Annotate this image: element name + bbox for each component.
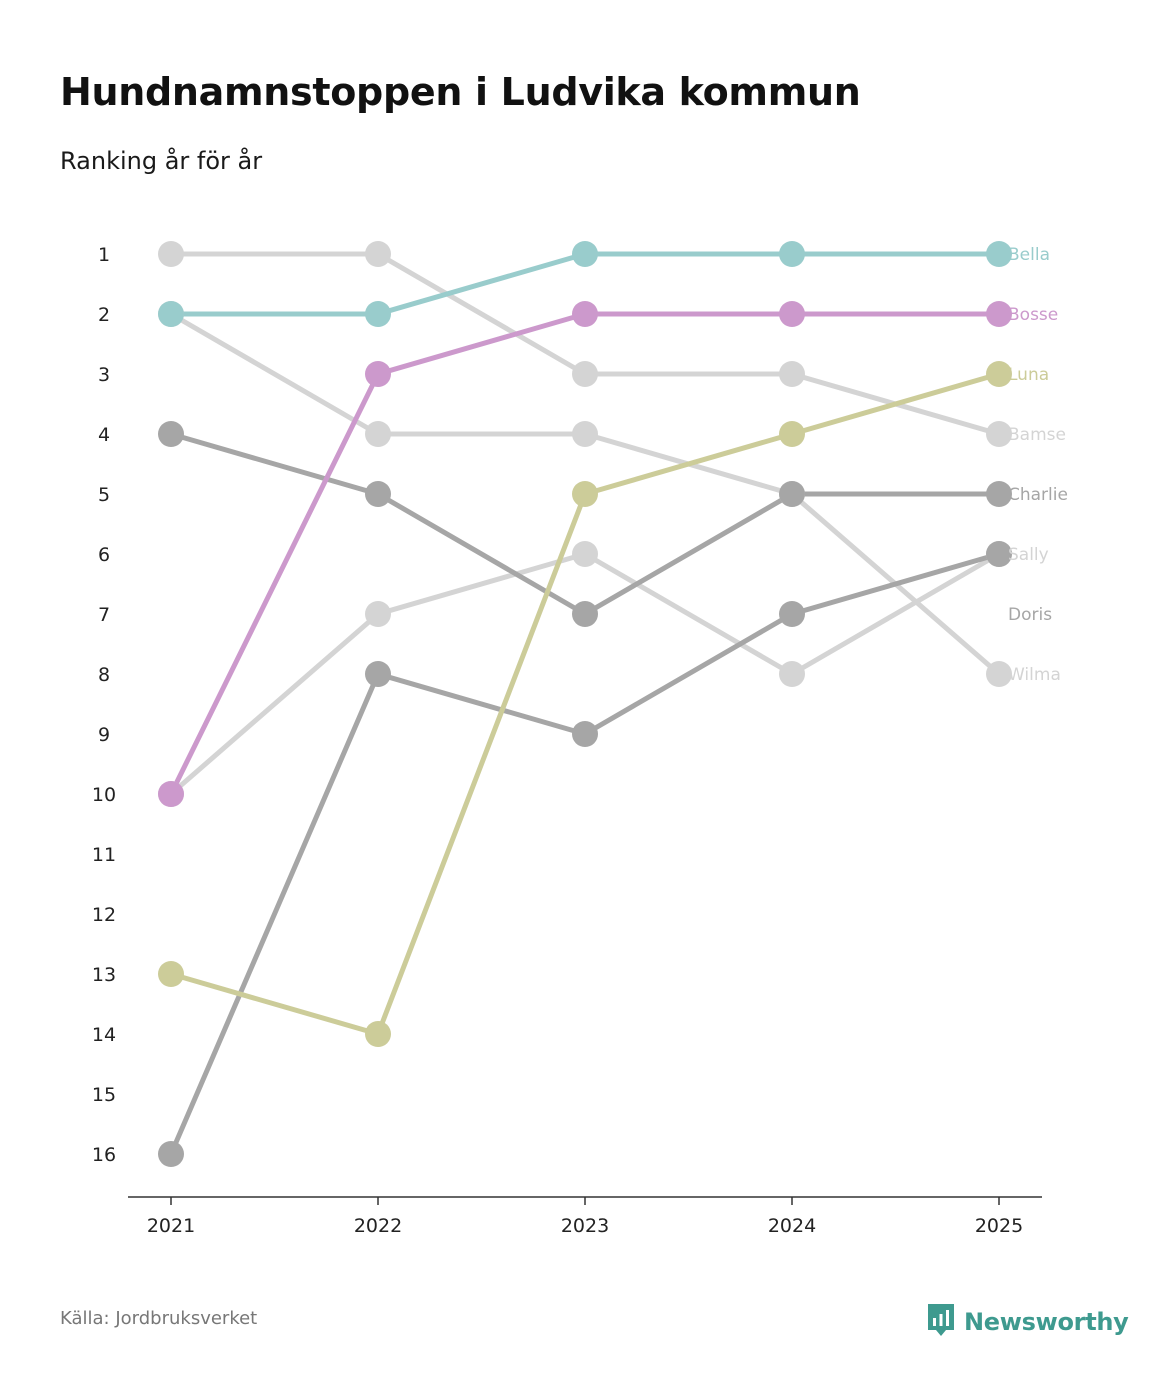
y-tick-label: 13 — [92, 964, 116, 986]
point-bamse-2022 — [365, 241, 391, 267]
y-tick-label: 7 — [98, 604, 110, 626]
newsworthy-logo-icon — [926, 1302, 956, 1342]
brand: Newsworthy — [926, 1302, 1129, 1342]
series-line-doris — [168, 551, 1002, 1157]
y-tick-label: 14 — [92, 1024, 116, 1046]
x-tick-label: 2024 — [768, 1215, 816, 1237]
chart-title: Hundnamnstoppen i Ludvika kommun — [60, 70, 861, 114]
end-label-luna: Luna — [1008, 365, 1049, 385]
y-tick-label: 11 — [92, 844, 116, 866]
x-tick-label: 2023 — [561, 1215, 609, 1237]
point-sally-2024 — [779, 661, 805, 687]
end-label-wilma: Wilma — [1008, 665, 1061, 685]
point-luna-2025 — [986, 361, 1012, 387]
point-wilma-2023 — [572, 421, 598, 447]
point-doris-2022 — [365, 661, 391, 687]
point-doris-2023 — [572, 721, 598, 747]
point-wilma-2025 — [986, 661, 1012, 687]
y-tick-label: 3 — [98, 364, 110, 386]
point-luna-2024 — [779, 421, 805, 447]
point-luna-2022 — [365, 1021, 391, 1047]
point-charlie-2025 — [986, 481, 1012, 507]
end-label-doris: Doris — [1008, 605, 1052, 625]
point-charlie-2024 — [779, 481, 805, 507]
point-sally-2022 — [365, 601, 391, 627]
point-bosse-2024 — [779, 301, 805, 327]
series-line-bamse — [168, 251, 1002, 437]
y-tick-label: 16 — [92, 1144, 116, 1166]
brand-label: Newsworthy — [964, 1308, 1129, 1336]
point-bella-2023 — [572, 241, 598, 267]
y-tick-label: 15 — [92, 1084, 116, 1106]
series-points — [158, 241, 1012, 1167]
point-charlie-2022 — [365, 481, 391, 507]
point-bella-2024 — [779, 241, 805, 267]
series-end-labels: Bella Bosse Luna Bamse Charlie Sally Doris Wilm… — [1008, 245, 1068, 685]
point-bamse-2025 — [986, 421, 1012, 447]
point-wilma-2022 — [365, 421, 391, 447]
series-line-charlie — [168, 431, 1002, 617]
point-bosse-2022 — [365, 361, 391, 387]
point-doris-2024 — [779, 601, 805, 627]
x-tick-label: 2022 — [354, 1215, 402, 1237]
point-bamse-2023 — [572, 361, 598, 387]
y-tick-label: 9 — [98, 724, 110, 746]
y-tick-label: 6 — [98, 544, 110, 566]
end-label-bosse: Bosse — [1008, 305, 1058, 325]
y-tick-label: 12 — [92, 904, 116, 926]
x-axis: 2021 2022 2023 2024 2025 — [128, 1196, 1042, 1237]
end-label-bella: Bella — [1008, 245, 1050, 265]
point-luna-2021 — [158, 961, 184, 987]
point-bosse-2023 — [572, 301, 598, 327]
y-tick-label: 2 — [98, 304, 110, 326]
series-lines — [168, 251, 1002, 1157]
point-luna-2023 — [572, 481, 598, 507]
point-doris-2021 — [158, 1141, 184, 1167]
point-charlie-2023 — [572, 601, 598, 627]
y-tick-label: 5 — [98, 484, 110, 506]
point-bosse-2021 — [158, 781, 184, 807]
point-sally-2023 — [572, 541, 598, 567]
point-bella-2022 — [365, 301, 391, 327]
y-tick-label: 1 — [98, 244, 110, 266]
end-label-sally: Sally — [1008, 545, 1049, 565]
x-tick-label: 2025 — [975, 1215, 1023, 1237]
x-tick-label: 2021 — [147, 1215, 195, 1237]
point-doris-2025 — [986, 541, 1012, 567]
chart-subtitle: Ranking år för år — [60, 147, 263, 175]
y-tick-label: 4 — [98, 424, 110, 446]
end-label-charlie: Charlie — [1008, 485, 1068, 505]
end-label-bamse: Bamse — [1008, 425, 1066, 445]
point-bamse-2021 — [158, 241, 184, 267]
point-bella-2021 — [158, 301, 184, 327]
y-tick-label: 10 — [92, 784, 116, 806]
series-line-luna — [168, 371, 1002, 1037]
source-note: Källa: Jordbruksverket — [60, 1308, 258, 1329]
point-charlie-2021 — [158, 421, 184, 447]
point-bamse-2024 — [779, 361, 805, 387]
y-tick-label: 8 — [98, 664, 110, 686]
point-bosse-2025 — [986, 301, 1012, 327]
point-bella-2025 — [986, 241, 1012, 267]
